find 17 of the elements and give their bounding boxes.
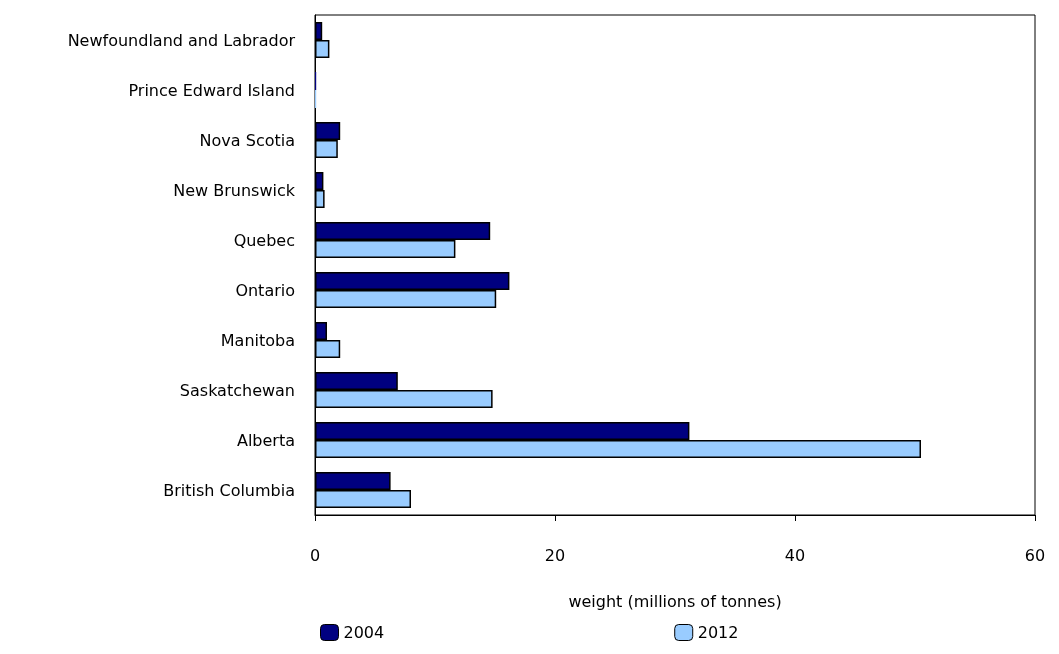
x-tick-label: 60	[1024, 545, 1046, 565]
y-tick-label: Prince Edward Island	[128, 80, 295, 100]
x-axis-title: weight (millions of tonnes)	[568, 591, 782, 611]
y-tick-label: Ontario	[235, 280, 295, 300]
legend-label: 2012	[697, 623, 739, 642]
y-tick-label: New Brunswick	[173, 180, 296, 200]
x-tick-label: 0	[309, 545, 321, 565]
y-tick-label: Nova Scotia	[199, 130, 295, 150]
y-tick-label: Alberta	[236, 430, 295, 450]
y-tick-label: Newfoundland and Labrador	[67, 30, 296, 50]
y-tick-label: Manitoba	[220, 330, 295, 350]
legend-label: 2004	[343, 623, 385, 642]
x-tick-label: 20	[544, 545, 566, 565]
x-tick-label: 40	[784, 545, 806, 565]
y-tick-label: Saskatchewan	[179, 380, 295, 400]
y-tick-label: British Columbia	[163, 480, 295, 500]
y-tick-label: Quebec	[233, 230, 295, 250]
